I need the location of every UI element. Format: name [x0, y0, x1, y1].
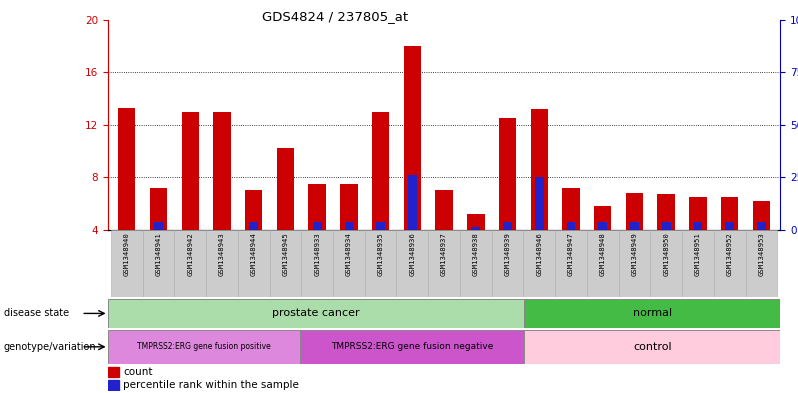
- Bar: [397, 230, 429, 297]
- Text: GSM1348938: GSM1348938: [473, 232, 479, 275]
- Bar: [377, 222, 385, 230]
- Bar: [650, 230, 682, 297]
- Bar: [154, 222, 163, 230]
- Text: GSM1348941: GSM1348941: [156, 232, 161, 275]
- Bar: [372, 112, 389, 230]
- Bar: [504, 222, 512, 230]
- Text: control: control: [633, 342, 672, 352]
- Text: GSM1348950: GSM1348950: [663, 232, 670, 275]
- Bar: [108, 380, 119, 391]
- Bar: [181, 112, 199, 230]
- Bar: [270, 230, 302, 297]
- Bar: [143, 230, 175, 297]
- Bar: [523, 230, 555, 297]
- Text: disease state: disease state: [4, 309, 69, 318]
- Text: count: count: [123, 367, 152, 377]
- Bar: [689, 197, 707, 230]
- Bar: [598, 222, 607, 230]
- Bar: [429, 230, 460, 297]
- Bar: [333, 230, 365, 297]
- Text: GSM1348933: GSM1348933: [314, 232, 320, 275]
- Bar: [277, 149, 294, 230]
- Bar: [618, 230, 650, 297]
- Text: GSM1348940: GSM1348940: [124, 232, 130, 275]
- Bar: [340, 184, 358, 230]
- Bar: [404, 46, 421, 230]
- Text: GSM1348942: GSM1348942: [188, 232, 193, 275]
- Bar: [693, 222, 702, 230]
- Bar: [111, 230, 143, 297]
- Bar: [460, 230, 492, 297]
- Bar: [524, 330, 780, 364]
- Bar: [682, 230, 713, 297]
- Bar: [587, 230, 618, 297]
- Bar: [535, 177, 543, 230]
- Text: TMPRSS2:ERG gene fusion negative: TMPRSS2:ERG gene fusion negative: [331, 342, 493, 351]
- Bar: [626, 193, 643, 230]
- Bar: [108, 367, 119, 377]
- Text: percentile rank within the sample: percentile rank within the sample: [123, 380, 299, 390]
- Text: GSM1348944: GSM1348944: [251, 232, 257, 275]
- Text: GSM1348953: GSM1348953: [758, 232, 764, 275]
- Bar: [313, 222, 322, 230]
- Text: GSM1348937: GSM1348937: [441, 232, 447, 275]
- Text: GSM1348947: GSM1348947: [568, 232, 574, 275]
- Text: GSM1348936: GSM1348936: [409, 232, 415, 275]
- Bar: [245, 191, 263, 230]
- Bar: [713, 230, 745, 297]
- Bar: [563, 188, 579, 230]
- Bar: [630, 222, 639, 230]
- Text: GSM1348935: GSM1348935: [377, 232, 384, 275]
- Text: prostate cancer: prostate cancer: [272, 309, 360, 318]
- Bar: [345, 222, 354, 230]
- Bar: [249, 222, 258, 230]
- Text: GSM1348948: GSM1348948: [600, 232, 606, 275]
- Bar: [309, 184, 326, 230]
- Bar: [238, 230, 270, 297]
- Text: GSM1348951: GSM1348951: [695, 232, 701, 275]
- Bar: [662, 222, 670, 230]
- Bar: [531, 109, 548, 230]
- Bar: [108, 330, 300, 364]
- Bar: [725, 222, 734, 230]
- Bar: [555, 230, 587, 297]
- Text: GSM1348946: GSM1348946: [536, 232, 543, 275]
- Bar: [213, 112, 231, 230]
- Bar: [436, 191, 452, 230]
- Text: GSM1348943: GSM1348943: [219, 232, 225, 275]
- Text: GDS4824 / 237805_at: GDS4824 / 237805_at: [262, 10, 409, 23]
- Bar: [300, 330, 524, 364]
- Text: GSM1348952: GSM1348952: [727, 232, 733, 275]
- Bar: [150, 188, 168, 230]
- Bar: [721, 197, 738, 230]
- Bar: [365, 230, 397, 297]
- Bar: [175, 230, 206, 297]
- Text: TMPRSS2:ERG gene fusion positive: TMPRSS2:ERG gene fusion positive: [137, 342, 271, 351]
- Text: GSM1348934: GSM1348934: [346, 232, 352, 275]
- Bar: [118, 108, 136, 230]
- Text: GSM1348949: GSM1348949: [631, 232, 638, 275]
- Text: genotype/variation: genotype/variation: [4, 342, 97, 352]
- Bar: [594, 206, 611, 230]
- Bar: [302, 230, 333, 297]
- Text: GSM1348939: GSM1348939: [504, 232, 511, 275]
- Bar: [472, 227, 480, 230]
- Bar: [745, 230, 777, 297]
- Bar: [499, 118, 516, 230]
- Bar: [524, 299, 780, 328]
- Bar: [108, 299, 524, 328]
- Bar: [757, 222, 766, 230]
- Text: GSM1348945: GSM1348945: [282, 232, 288, 275]
- Bar: [206, 230, 238, 297]
- Text: normal: normal: [633, 309, 672, 318]
- Bar: [492, 230, 523, 297]
- Bar: [753, 201, 770, 230]
- Bar: [567, 222, 575, 230]
- Bar: [408, 175, 417, 230]
- Bar: [467, 214, 484, 230]
- Bar: [658, 195, 675, 230]
